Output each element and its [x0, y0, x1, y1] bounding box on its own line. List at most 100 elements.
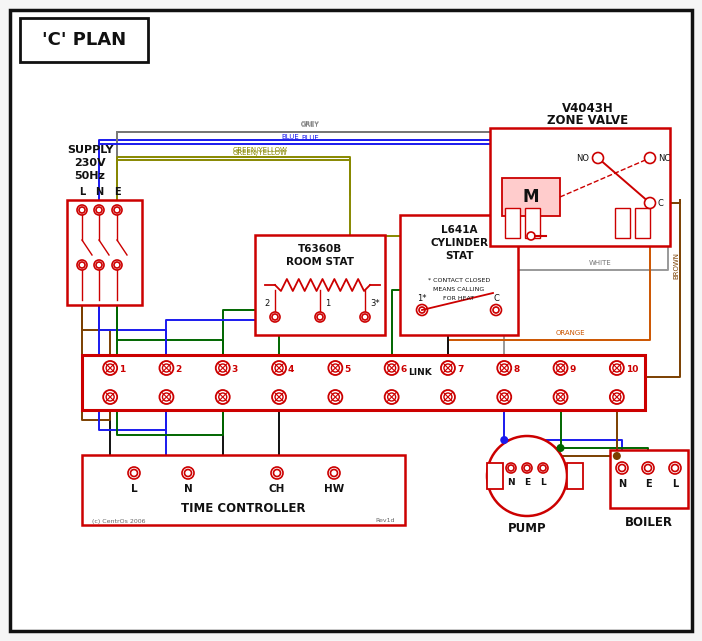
Text: 6: 6: [401, 365, 407, 374]
Circle shape: [329, 361, 343, 375]
Circle shape: [329, 390, 343, 404]
Circle shape: [272, 390, 286, 404]
Circle shape: [331, 393, 339, 401]
Text: N: N: [507, 478, 515, 487]
FancyBboxPatch shape: [20, 18, 148, 62]
Circle shape: [388, 393, 396, 401]
Text: BLUE: BLUE: [301, 135, 319, 141]
Text: 1*: 1*: [417, 294, 427, 303]
Circle shape: [557, 393, 564, 401]
Circle shape: [610, 390, 624, 404]
Text: CYLINDER: CYLINDER: [430, 238, 488, 248]
Text: ZONE VALVE: ZONE VALVE: [548, 113, 628, 126]
Circle shape: [497, 390, 511, 404]
Circle shape: [94, 260, 104, 270]
FancyBboxPatch shape: [10, 10, 692, 631]
Text: L: L: [540, 478, 546, 487]
Circle shape: [419, 307, 425, 313]
Text: 5: 5: [345, 365, 350, 374]
Text: L: L: [672, 479, 678, 489]
FancyBboxPatch shape: [505, 208, 520, 238]
Text: L: L: [131, 484, 138, 494]
Text: ORANGE: ORANGE: [555, 330, 585, 336]
Circle shape: [216, 390, 230, 404]
Circle shape: [103, 390, 117, 404]
Circle shape: [613, 452, 621, 460]
Text: GREEN/YELLOW: GREEN/YELLOW: [232, 150, 287, 156]
Circle shape: [644, 153, 656, 163]
Text: (c) CentrOs 2006: (c) CentrOs 2006: [92, 519, 145, 524]
Text: WHITE: WHITE: [588, 260, 611, 266]
FancyBboxPatch shape: [490, 128, 670, 246]
Text: Rev1d: Rev1d: [376, 519, 395, 524]
Circle shape: [185, 469, 192, 476]
Circle shape: [441, 390, 455, 404]
Circle shape: [106, 364, 114, 372]
Text: GREY: GREY: [300, 122, 319, 128]
Text: LINK: LINK: [408, 367, 432, 376]
Circle shape: [274, 469, 281, 476]
FancyBboxPatch shape: [82, 355, 645, 410]
Text: 50Hz: 50Hz: [74, 171, 105, 181]
Circle shape: [501, 393, 508, 401]
Text: 10: 10: [626, 365, 638, 374]
Text: CH: CH: [269, 484, 285, 494]
FancyBboxPatch shape: [610, 450, 688, 508]
FancyBboxPatch shape: [615, 208, 630, 238]
Circle shape: [219, 364, 227, 372]
Circle shape: [112, 205, 122, 215]
Circle shape: [557, 364, 564, 372]
Text: NO: NO: [576, 153, 589, 163]
Circle shape: [114, 262, 120, 268]
Circle shape: [444, 364, 452, 372]
Text: C: C: [658, 199, 664, 208]
Circle shape: [79, 262, 85, 268]
Text: 9: 9: [569, 365, 576, 374]
Circle shape: [497, 361, 511, 375]
Circle shape: [616, 462, 628, 474]
Circle shape: [441, 361, 455, 375]
Circle shape: [554, 361, 567, 375]
Circle shape: [103, 361, 117, 375]
Text: TIME CONTROLLER: TIME CONTROLLER: [181, 501, 306, 515]
Text: 'C' PLAN: 'C' PLAN: [42, 31, 126, 49]
Circle shape: [315, 312, 325, 322]
Circle shape: [642, 462, 654, 474]
Circle shape: [96, 207, 102, 213]
Circle shape: [131, 469, 138, 476]
Circle shape: [182, 467, 194, 479]
Text: N: N: [618, 479, 626, 489]
Text: BROWN: BROWN: [673, 251, 679, 278]
Text: BOILER: BOILER: [625, 515, 673, 528]
Text: L641A: L641A: [441, 225, 477, 235]
Text: 1: 1: [119, 365, 126, 374]
Text: HW: HW: [324, 484, 344, 494]
Circle shape: [524, 465, 530, 471]
Text: 3*: 3*: [370, 299, 380, 308]
Circle shape: [159, 390, 173, 404]
Text: GREY: GREY: [300, 121, 319, 127]
Circle shape: [385, 390, 399, 404]
Circle shape: [527, 232, 535, 240]
Circle shape: [644, 197, 656, 208]
FancyBboxPatch shape: [400, 215, 518, 335]
Circle shape: [77, 205, 87, 215]
Circle shape: [114, 207, 120, 213]
Circle shape: [416, 304, 428, 315]
Text: 2: 2: [265, 299, 270, 308]
Circle shape: [275, 364, 283, 372]
FancyBboxPatch shape: [67, 200, 142, 305]
Circle shape: [610, 361, 624, 375]
Circle shape: [592, 153, 604, 163]
Circle shape: [613, 364, 621, 372]
Text: N: N: [184, 484, 192, 494]
Text: 8: 8: [513, 365, 519, 374]
Circle shape: [557, 444, 564, 452]
Text: SUPPLY: SUPPLY: [67, 145, 113, 155]
Circle shape: [275, 393, 283, 401]
FancyBboxPatch shape: [635, 208, 650, 238]
Text: MEANS CALLING: MEANS CALLING: [433, 287, 484, 292]
FancyBboxPatch shape: [255, 235, 385, 335]
FancyBboxPatch shape: [525, 208, 540, 238]
Circle shape: [522, 463, 532, 473]
